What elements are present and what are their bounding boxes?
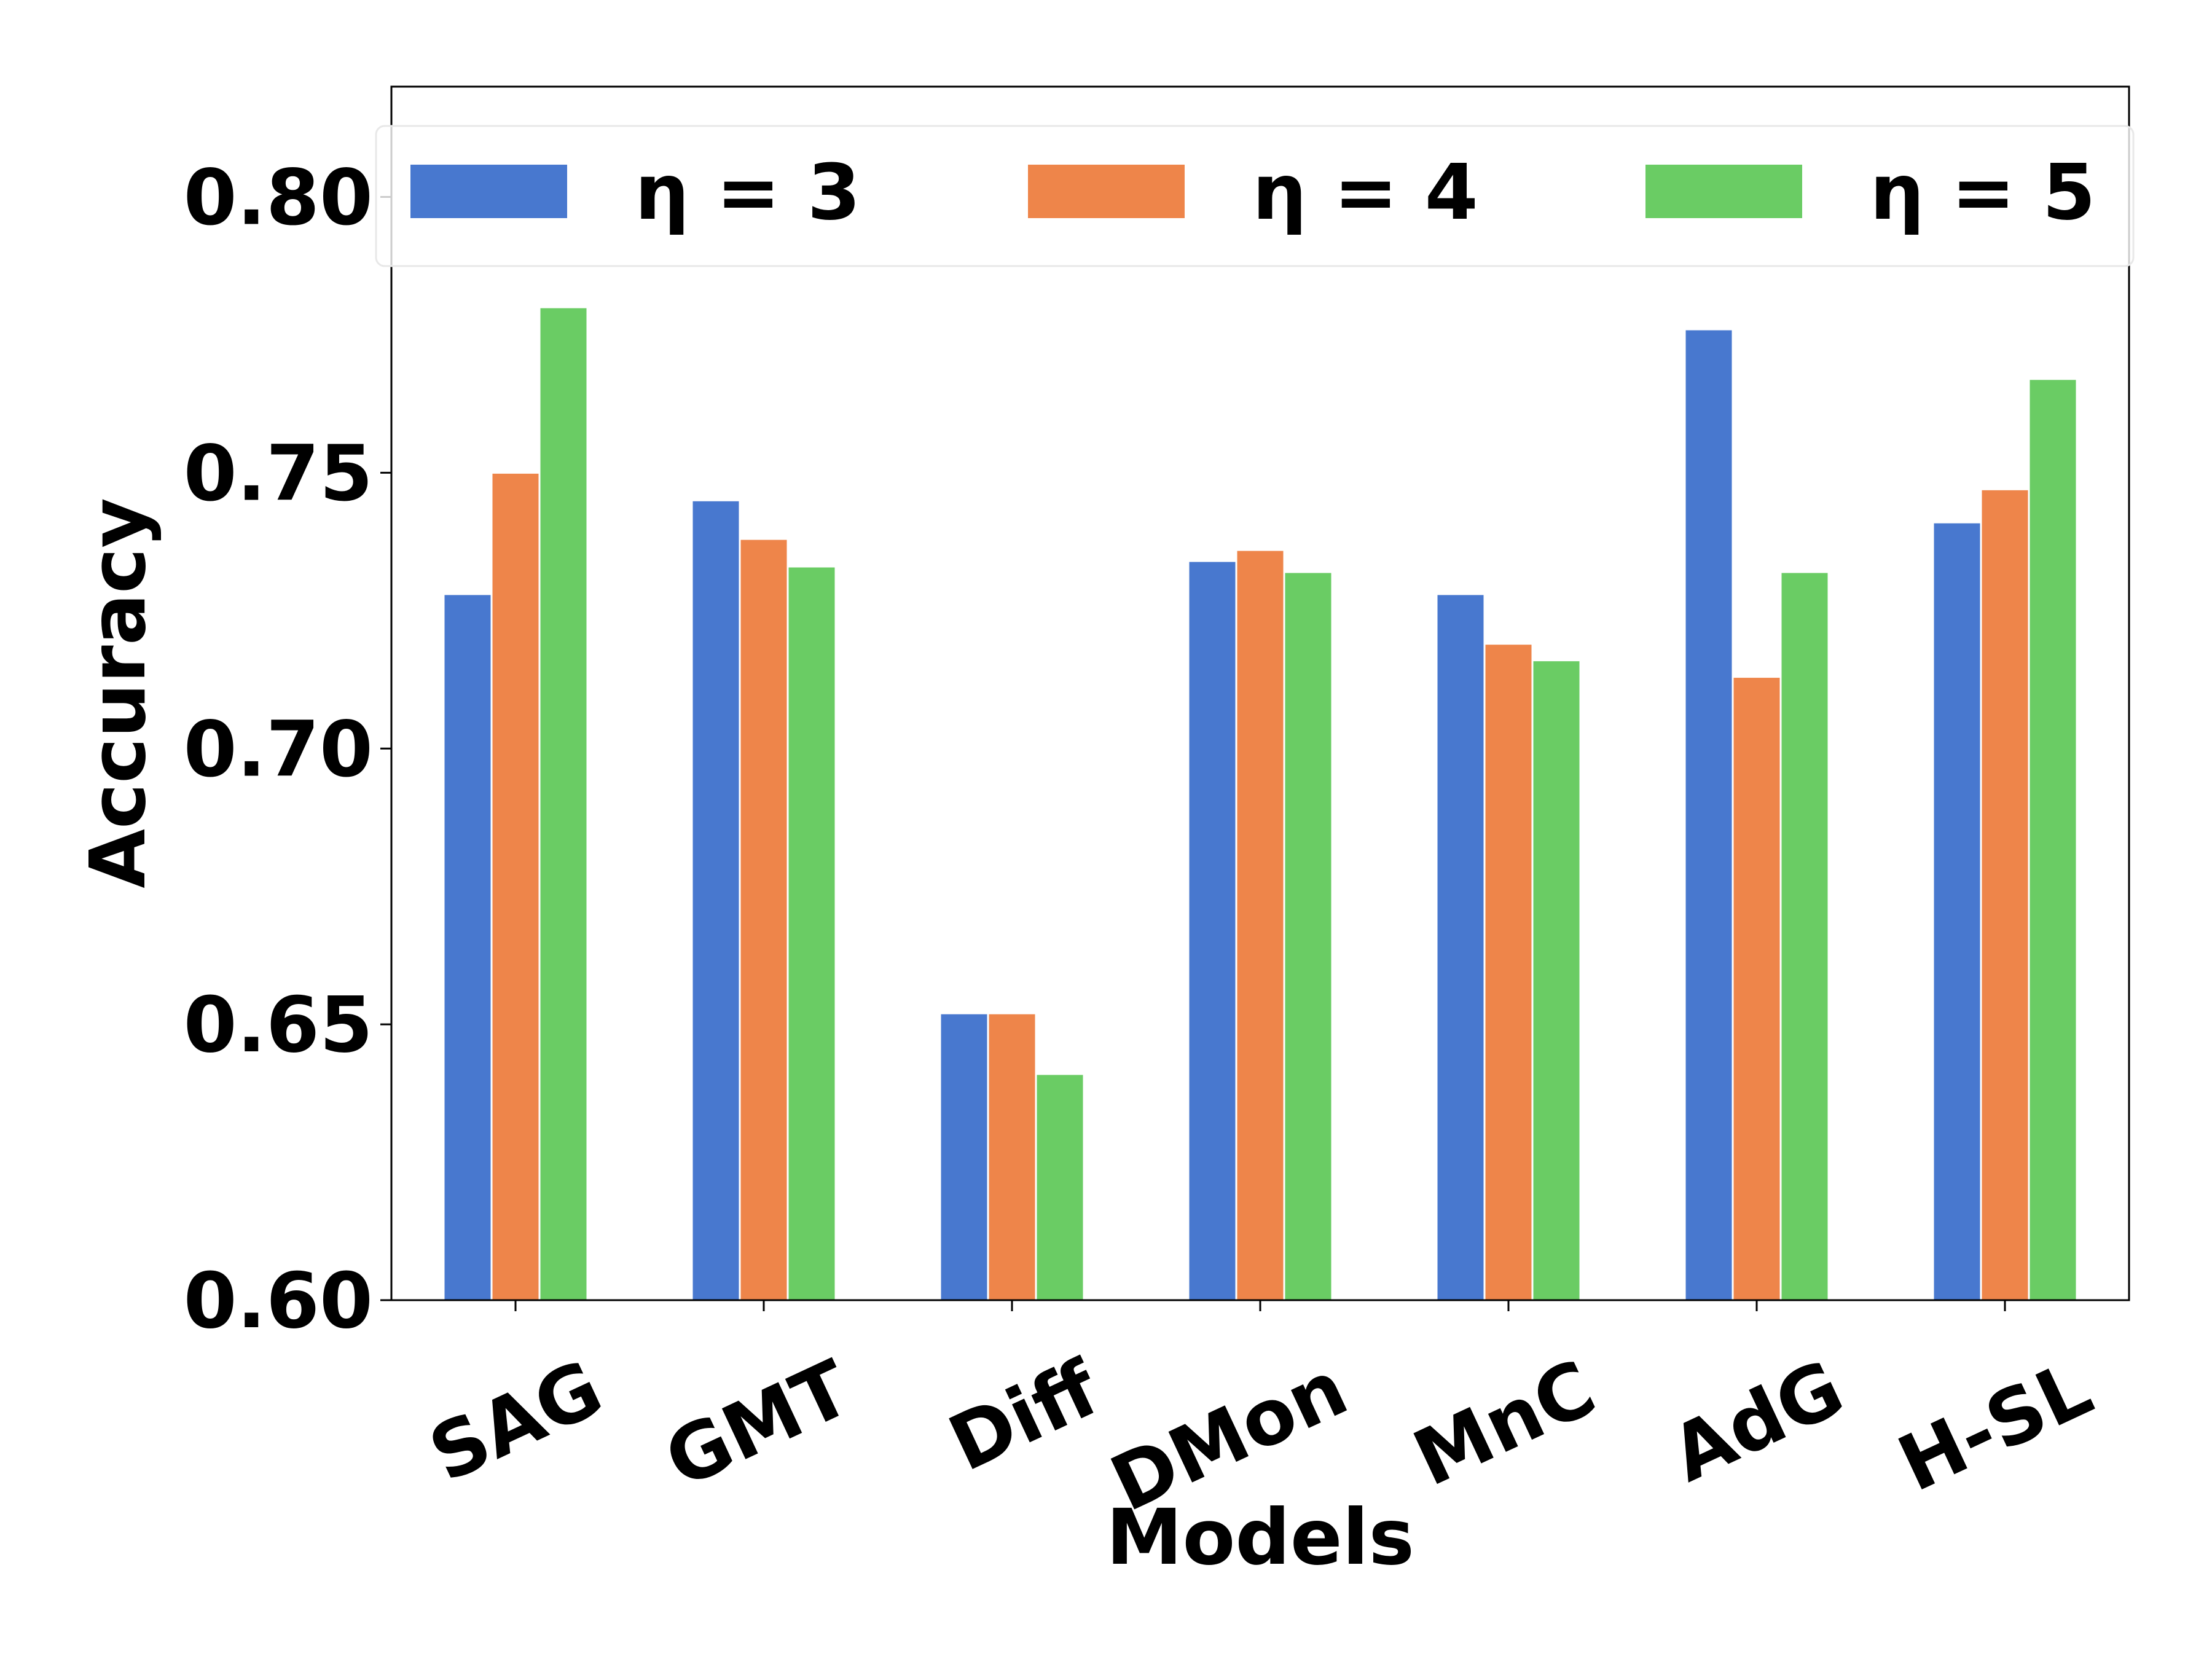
bar-dmon-series-2: [1235, 549, 1285, 1301]
bar-h-sl-series-1: [1932, 521, 1982, 1301]
x-axis-title: Models: [1106, 1493, 1414, 1582]
bar-sag-series-2: [490, 471, 541, 1301]
bar-diff-series-2: [987, 1012, 1037, 1301]
legend-swatch-series-3: [1645, 165, 1802, 218]
bar-h-sl-series-2: [1980, 488, 2030, 1301]
legend-label-series-1: η = 3: [635, 148, 861, 237]
legend-label-series-3: η = 5: [1870, 148, 2096, 237]
bar-dmon-series-3: [1283, 571, 1333, 1301]
legend-swatch-series-2: [1028, 165, 1185, 218]
x-tick-label-mnc: MnC: [1401, 1344, 1609, 1504]
x-tick-label-sag: SAG: [417, 1344, 616, 1500]
bar-gmt-series-3: [786, 565, 837, 1301]
legend-frame: [375, 125, 2135, 267]
bars-layer: [442, 306, 2078, 1301]
bar-adg-series-3: [1779, 571, 1830, 1301]
y-axis-title: Accuracy: [74, 498, 163, 888]
y-axis: 0.60 0.65 0.70 0.75 0.80: [184, 154, 391, 1346]
y-tick-label: 0.65: [184, 981, 373, 1070]
bar-sag-series-3: [538, 306, 589, 1301]
bar-gmt-series-1: [691, 499, 741, 1301]
bar-dmon-series-1: [1187, 560, 1237, 1301]
x-tick-label-h-sl: H-SL: [1886, 1344, 2105, 1509]
legend: η = 3 η = 4 η = 5: [375, 125, 2135, 267]
y-tick-label: 0.75: [184, 429, 373, 518]
bar-diff-series-3: [1035, 1073, 1085, 1301]
legend-label-series-2: η = 4: [1252, 148, 1478, 237]
y-tick-label: 0.60: [184, 1257, 373, 1346]
x-tick-label-gmt: GMT: [652, 1344, 863, 1505]
x-tick-label-adg: AdG: [1658, 1344, 1857, 1499]
y-tick-label: 0.80: [184, 154, 373, 243]
bar-mnc-series-2: [1483, 643, 1534, 1301]
bar-adg-series-2: [1732, 676, 1782, 1301]
legend-swatch-series-1: [410, 165, 567, 218]
y-tick-label: 0.70: [184, 705, 373, 794]
bar-h-sl-series-3: [2028, 378, 2078, 1301]
x-tick-label-diff: Diff: [936, 1343, 1113, 1489]
bar-adg-series-1: [1684, 328, 1734, 1301]
bar-mnc-series-1: [1435, 593, 1486, 1301]
bar-diff-series-1: [939, 1012, 989, 1301]
bar-sag-series-1: [442, 593, 493, 1301]
bar-mnc-series-3: [1531, 659, 1582, 1301]
bar-gmt-series-2: [739, 538, 789, 1301]
